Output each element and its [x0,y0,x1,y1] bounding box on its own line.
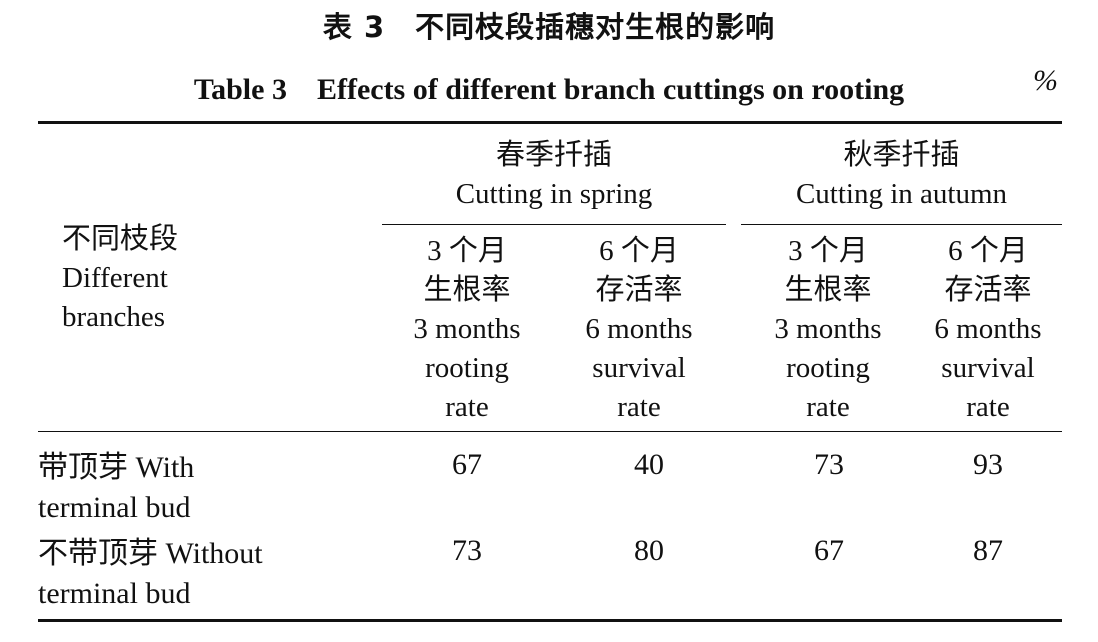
subcolumn-header-cn-line1: 3 个月 [427,235,507,267]
subcolumn-header-en-line1: 6 months [934,313,1042,345]
bottom-rule [38,619,1062,622]
row-header-english-line2: branches [62,301,166,333]
subcolumn-header-en-line1: 3 months [413,313,521,345]
group-header-spring: 春季扦插 Cutting in spring [382,136,726,214]
row-header-english-line1: Different [62,262,168,294]
subcolumn-header-autumn-survival: 6 个月 存活率 6 months survival rate [918,232,1058,427]
subcolumn-header-cn-line2: 存活率 [595,274,683,306]
table-unit: % [1033,64,1058,97]
table-cell: 80 [634,534,664,567]
subcolumn-header-en-line1: 6 months [585,313,693,345]
table-title-chinese: 表 3 不同枝段插穗对生根的影响 [322,10,776,44]
table-cell: 67 [452,448,482,481]
table-cell: 40 [634,448,664,481]
top-rule [38,121,1062,124]
table-cell: 73 [814,448,844,481]
row-label: 带顶芽 With terminal bud [38,448,194,528]
subcolumn-header-en-line2: survival [941,352,1035,384]
subcolumn-header-spring-survival: 6 个月 存活率 6 months survival rate [569,232,709,427]
subcolumn-header-cn-line2: 生根率 [423,274,511,306]
group-header-autumn-chinese: 秋季扦插 [843,139,960,171]
table-cell: 73 [452,534,482,567]
row-label: 不带顶芽 Without terminal bud [38,534,263,614]
group-header-autumn-english: Cutting in autumn [795,178,1008,210]
group-header-spring-chinese: 春季扦插 [495,139,612,171]
table-cell: 93 [973,448,1003,481]
subcolumn-header-cn-line1: 3 个月 [788,235,868,267]
group-header-autumn: 秋季扦插 Cutting in autumn [741,136,1062,214]
autumn-group-rule [741,224,1062,225]
subcolumn-header-en-line1: 3 months [774,313,882,345]
subcolumn-header-en-line3: rate [966,391,1010,423]
subcolumn-header-en-line2: rooting [425,352,509,384]
subcolumn-header-cn-line1: 6 个月 [599,235,679,267]
table-title-english: Table 3 Effects of different branch cutt… [193,73,905,106]
subcolumn-header-cn-line2: 存活率 [944,274,1032,306]
subcolumn-header-cn-line2: 生根率 [784,274,872,306]
subcolumn-header-en-line2: rooting [786,352,870,384]
subcolumn-header-autumn-rooting: 3 个月 生根率 3 months rooting rate [758,232,898,427]
subcolumn-header-en-line2: survival [592,352,686,384]
subcolumn-header-cn-line1: 6 个月 [948,235,1028,267]
row-label-line1: 不带顶芽 Without [38,537,263,570]
subcolumn-header-en-line3: rate [445,391,489,423]
subcolumn-header-en-line3: rate [617,391,661,423]
row-label-line2: terminal bud [38,577,191,610]
row-header: 不同枝段 Different branches [62,220,178,337]
group-header-spring-english: Cutting in spring [455,178,653,210]
subcolumn-header-spring-rooting: 3 个月 生根率 3 months rooting rate [397,232,537,427]
row-label-line1: 带顶芽 With [38,451,195,484]
subcolumn-header-en-line3: rate [806,391,850,423]
spring-group-rule [382,224,726,225]
header-bottom-rule [38,431,1062,432]
table-cell: 67 [814,534,844,567]
row-header-chinese: 不同枝段 [62,223,179,255]
table-cell: 87 [973,534,1003,567]
row-label-line2: terminal bud [38,491,191,524]
